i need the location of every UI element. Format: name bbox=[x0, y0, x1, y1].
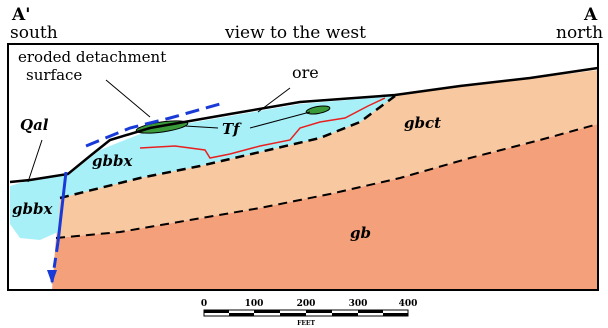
scale-tick-300: 300 bbox=[349, 299, 368, 309]
label-qal: Qal bbox=[20, 116, 49, 134]
label-south: south bbox=[10, 23, 58, 43]
unit-gbbx-area bbox=[10, 96, 395, 240]
scale-tick-400: 400 bbox=[399, 299, 418, 309]
contact-gbbx-gbct bbox=[59, 94, 396, 200]
label-eroded-detachment: eroded detachment bbox=[18, 48, 166, 66]
eroded-detachment-trace bbox=[85, 102, 221, 148]
scale-unit: FEET bbox=[297, 320, 315, 327]
label-a: A bbox=[583, 5, 598, 25]
leader-tf-left bbox=[184, 125, 219, 129]
scale-tick-0: 0 bbox=[201, 299, 207, 309]
scale-tick-100: 100 bbox=[245, 299, 264, 309]
label-tf: Tf bbox=[222, 120, 242, 138]
label-gbct: gbct bbox=[404, 114, 441, 132]
topographic-surface bbox=[9, 66, 599, 184]
leader-eroded bbox=[105, 79, 151, 118]
unit-gb-area bbox=[52, 124, 598, 290]
fault-line-solid bbox=[56, 171, 68, 243]
ore-zone-outline bbox=[139, 97, 386, 159]
tf-lens-right bbox=[305, 105, 331, 115]
label-surface: surface bbox=[26, 66, 82, 84]
contact-gbct-gb bbox=[55, 123, 599, 239]
leader-tf-right bbox=[249, 111, 311, 129]
scale-bar: 0 100 200 300 400 FEET bbox=[201, 299, 418, 327]
label-view-direction: view to the west bbox=[224, 23, 366, 43]
section-frame bbox=[7, 43, 599, 291]
scale-tick-200: 200 bbox=[297, 299, 316, 309]
label-gbbx-lower: gbbx bbox=[12, 200, 53, 218]
label-gbbx-upper: gbbx bbox=[92, 152, 133, 170]
leader-qal bbox=[27, 139, 43, 183]
label-north: north bbox=[556, 23, 603, 43]
leader-ore bbox=[257, 87, 291, 113]
label-gb: gb bbox=[350, 224, 371, 242]
unit-gbct-area bbox=[56, 70, 598, 238]
label-ore: ore bbox=[292, 63, 319, 82]
fault-arrow-head bbox=[47, 270, 57, 284]
label-a-prime: A' bbox=[11, 5, 30, 25]
